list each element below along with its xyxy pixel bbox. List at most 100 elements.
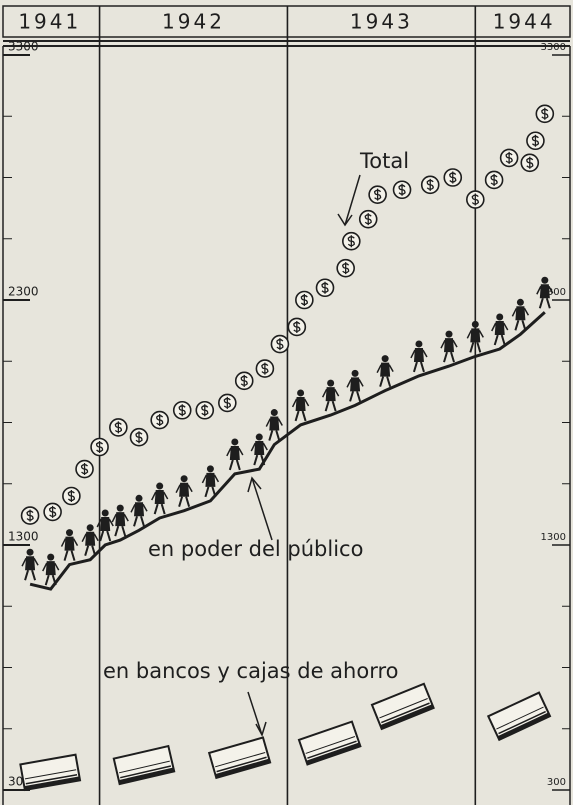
coin xyxy=(288,318,305,335)
year-label: 1941 xyxy=(18,10,81,34)
person-head xyxy=(231,438,238,445)
person-body xyxy=(380,363,390,377)
coin-sign xyxy=(450,172,456,184)
coin xyxy=(44,503,61,520)
person-head xyxy=(327,380,334,387)
series-annotation: Total xyxy=(359,149,409,173)
coin xyxy=(63,488,80,505)
coin xyxy=(196,402,213,419)
coin-sign xyxy=(491,174,497,186)
coin-sign xyxy=(506,152,512,164)
coin xyxy=(296,292,313,309)
person-body xyxy=(205,473,215,487)
person-head xyxy=(517,299,524,306)
y-tick-label-right: 3300 xyxy=(541,42,566,53)
person-head xyxy=(87,524,94,531)
person-head xyxy=(136,495,143,502)
coin-sign xyxy=(348,235,354,247)
y-tick-label: 2300 xyxy=(8,285,39,299)
coin xyxy=(174,402,191,419)
person-body xyxy=(100,517,110,531)
chart: 1941194219431944300300130013002300230033… xyxy=(0,0,573,805)
coin-sign xyxy=(301,294,307,306)
coin xyxy=(151,412,168,429)
coin xyxy=(422,176,439,193)
coin-sign xyxy=(277,338,283,350)
person-body xyxy=(540,284,550,298)
coin xyxy=(337,260,354,277)
person-body xyxy=(46,561,56,575)
person-head xyxy=(181,475,188,482)
person-head xyxy=(207,465,214,472)
coin xyxy=(271,336,288,353)
person-head xyxy=(47,554,54,561)
coin xyxy=(360,211,377,228)
person-head xyxy=(117,505,124,512)
person-head xyxy=(352,370,359,377)
page: 1941194219431944300300130013002300230033… xyxy=(0,0,573,805)
person-head xyxy=(27,549,34,556)
coin-sign xyxy=(27,510,33,522)
coin-sign xyxy=(542,108,548,120)
person-body xyxy=(179,483,189,497)
coin xyxy=(256,360,273,377)
person-head xyxy=(256,434,263,441)
paper xyxy=(0,0,573,805)
coin-sign xyxy=(179,404,185,416)
coin-sign xyxy=(241,375,247,387)
coin-sign xyxy=(365,213,371,225)
coin-sign xyxy=(532,135,538,147)
person-body xyxy=(296,397,306,411)
coin xyxy=(343,233,360,250)
coin xyxy=(317,279,334,296)
coin-sign xyxy=(157,414,163,426)
coin xyxy=(91,439,108,456)
person-head xyxy=(66,529,73,536)
series-annotation: en poder del público xyxy=(148,537,363,561)
person-head xyxy=(446,331,453,338)
coin-sign xyxy=(224,397,230,409)
year-label: 1944 xyxy=(493,10,556,34)
year-label: 1943 xyxy=(350,10,413,34)
year-label: 1942 xyxy=(162,10,225,34)
coin-sign xyxy=(427,179,433,191)
person-head xyxy=(541,277,548,284)
person-body xyxy=(115,512,125,526)
person-body xyxy=(85,532,95,546)
person-head xyxy=(271,409,278,416)
person-head xyxy=(156,483,163,490)
person-body xyxy=(155,490,165,504)
coin xyxy=(467,191,484,208)
person-head xyxy=(415,340,422,347)
person-body xyxy=(25,556,35,570)
coin xyxy=(501,149,518,166)
coin xyxy=(110,419,127,436)
coin-sign xyxy=(68,490,74,502)
coin-sign xyxy=(202,404,208,416)
person-head xyxy=(102,510,109,517)
person-body xyxy=(350,377,360,391)
person-body xyxy=(65,537,75,551)
person-body xyxy=(414,348,424,362)
person-body xyxy=(515,306,525,320)
y-tick-label: 1300 xyxy=(8,530,39,544)
coin xyxy=(22,507,39,524)
coin-sign xyxy=(375,189,381,201)
y-tick-label-right: 1300 xyxy=(541,532,566,543)
coin-sign xyxy=(322,282,328,294)
coin-sign xyxy=(50,506,56,518)
coin-sign xyxy=(97,441,103,453)
coin xyxy=(521,154,538,171)
person-body xyxy=(254,441,264,455)
coin xyxy=(444,169,461,186)
person-body xyxy=(470,328,480,342)
person-body xyxy=(326,387,336,401)
person-body xyxy=(269,417,279,431)
y-tick-label: 3300 xyxy=(8,40,39,54)
coin xyxy=(369,186,386,203)
person-head xyxy=(297,389,304,396)
person-body xyxy=(230,446,240,460)
coin-sign xyxy=(82,463,88,475)
person-head xyxy=(382,355,389,362)
coin-sign xyxy=(472,194,478,206)
